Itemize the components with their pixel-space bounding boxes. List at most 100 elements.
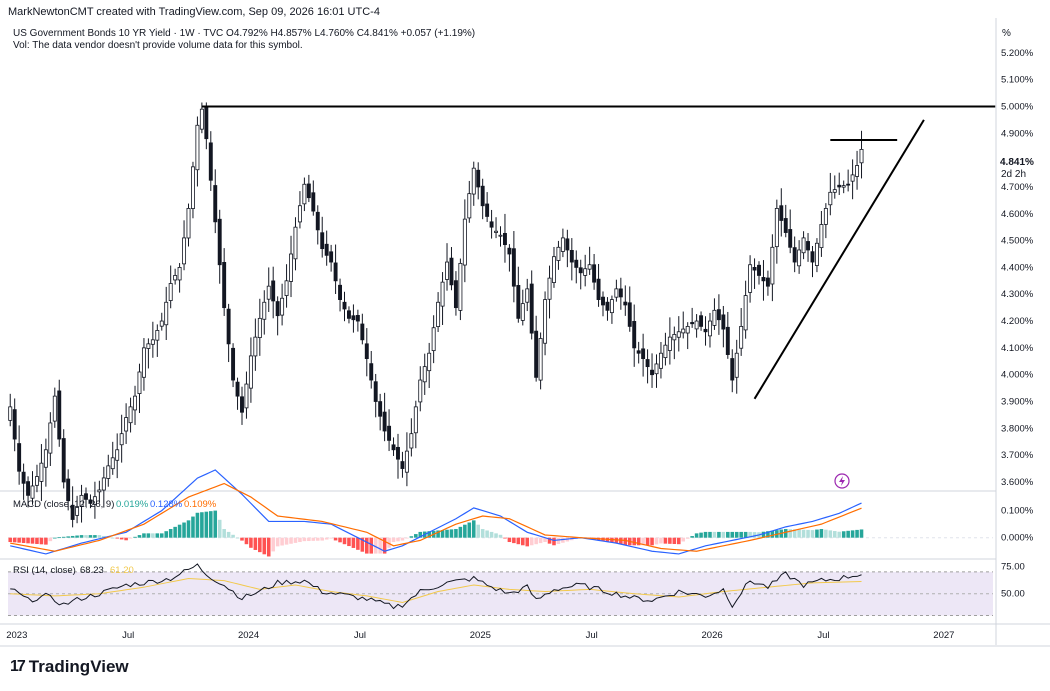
- candle-body: [248, 355, 253, 389]
- candle: [17, 425, 22, 485]
- macd-histogram-bar: [828, 530, 833, 538]
- candle-body: [859, 149, 864, 164]
- candle-body: [213, 185, 218, 223]
- candle: [97, 480, 102, 503]
- candle: [694, 314, 699, 338]
- candle: [574, 250, 579, 284]
- candle: [155, 324, 160, 357]
- candle-body: [342, 301, 347, 310]
- candle-body: [155, 330, 160, 341]
- macd-histogram-bar: [703, 531, 708, 538]
- macd-histogram-bar: [356, 537, 360, 550]
- candle: [101, 466, 106, 508]
- candle: [168, 265, 173, 309]
- candle-body: [609, 299, 614, 314]
- candle-body: [730, 358, 735, 381]
- time-tick-label: 2024: [238, 630, 259, 641]
- candle: [676, 316, 681, 352]
- candle: [182, 220, 187, 271]
- candle: [409, 418, 414, 457]
- candle: [516, 266, 521, 323]
- candle-body: [21, 471, 26, 484]
- candle: [480, 178, 485, 220]
- candle: [177, 263, 182, 293]
- candle-body: [846, 183, 851, 186]
- candle-body: [627, 302, 632, 327]
- macd-histogram-bar: [556, 537, 561, 545]
- candle-body: [814, 242, 819, 266]
- candle: [57, 379, 62, 447]
- candle: [846, 169, 851, 192]
- candle: [498, 226, 503, 247]
- candle-body: [177, 267, 182, 281]
- candle: [730, 349, 735, 393]
- macd-line: [10, 469, 862, 555]
- macd-histogram-bar: [53, 537, 57, 539]
- candle: [788, 209, 793, 254]
- macd-histogram-bar: [97, 535, 102, 538]
- candle-body: [667, 336, 672, 351]
- candle-body: [378, 401, 383, 417]
- macd-histogram-bar: [226, 531, 231, 538]
- macd-histogram-bar: [115, 537, 119, 539]
- candle-body: [257, 317, 262, 338]
- candle: [391, 437, 396, 456]
- macd-histogram-bar: [463, 524, 467, 538]
- candle-body: [168, 283, 173, 301]
- candle-body: [373, 381, 378, 402]
- candle-body: [534, 330, 539, 378]
- candle-body: [757, 264, 761, 276]
- macd-histogram-bar: [552, 537, 556, 546]
- macd-histogram-bar: [146, 533, 151, 538]
- candle: [641, 333, 646, 377]
- candle: [467, 180, 472, 223]
- macd-histogram-bar: [543, 537, 547, 543]
- candle-body: [164, 301, 169, 326]
- candle-body: [92, 496, 97, 505]
- macd-histogram-bar: [855, 529, 859, 538]
- candle: [699, 311, 704, 331]
- macd-histogram-bar: [712, 531, 717, 538]
- candle-body: [445, 261, 449, 280]
- candle: [378, 393, 383, 431]
- macd-histogram-bar: [819, 529, 824, 538]
- candle-body: [770, 246, 775, 285]
- macd-histogram-bar: [342, 537, 347, 545]
- candle: [525, 278, 530, 312]
- symbol-ohlc-line: US Government Bonds 10 YR Yield · 1W · T…: [13, 28, 476, 39]
- time-tick-label: 2023: [6, 630, 27, 641]
- candle-body: [235, 381, 240, 397]
- macd-histogram-bar: [79, 535, 84, 538]
- candle-body: [823, 208, 828, 225]
- macd-histogram-bar: [427, 531, 431, 538]
- candle-body: [855, 165, 860, 177]
- percent-scale-button[interactable]: %: [1002, 28, 1011, 39]
- macd-histogram-bar: [324, 537, 329, 540]
- macd-histogram-bar: [155, 533, 160, 538]
- candle: [565, 229, 570, 268]
- macd-histogram-bar: [249, 537, 253, 548]
- signal-line: [10, 482, 862, 552]
- candle: [650, 353, 654, 388]
- candle: [8, 393, 13, 427]
- candle-body: [141, 347, 146, 378]
- candle-body: [601, 296, 605, 306]
- macd-histogram-bar: [289, 537, 293, 544]
- candle-body: [743, 295, 748, 331]
- macd-histogram-bar: [708, 531, 712, 538]
- macd-histogram-bar: [400, 537, 405, 541]
- candle-body: [355, 315, 360, 322]
- macd-histogram-bar: [525, 537, 530, 547]
- macd-legend-value: 0.019%: [116, 499, 149, 510]
- candle-body: [828, 191, 833, 206]
- macd-histogram-bar: [458, 526, 463, 538]
- candle: [333, 244, 338, 294]
- macd-histogram-bar: [494, 533, 498, 538]
- candle-body: [819, 224, 824, 249]
- candle: [712, 298, 717, 330]
- chart-author-line: MarkNewtonCMT created with TradingView.c…: [8, 6, 380, 18]
- macd-histogram-bar: [414, 534, 418, 538]
- macd-histogram-bar: [182, 522, 186, 538]
- candle: [552, 246, 556, 288]
